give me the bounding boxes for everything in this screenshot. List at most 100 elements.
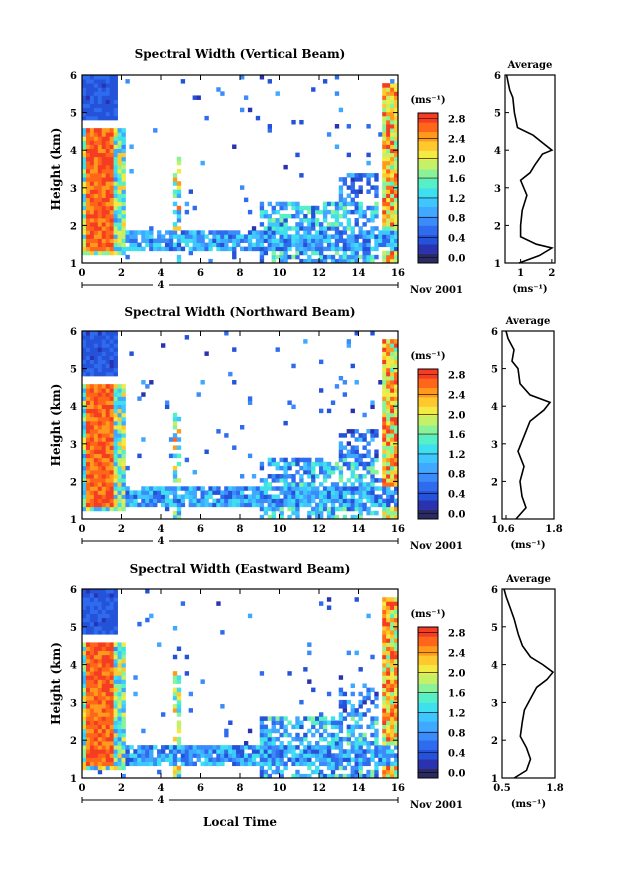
heatmap-cell [247,494,253,499]
heatmap-cell [311,716,316,721]
heatmap-cell [283,469,288,475]
heatmap-cell [109,613,114,619]
heatmap-cell [366,124,371,129]
heatmap-cell [192,745,197,750]
heatmap-cell [113,474,118,479]
heatmap-cell [101,408,107,414]
heatmap-cell [105,189,111,194]
heatmap-cell [97,745,103,750]
heatmap-cell [101,425,107,430]
heatmap-cell [358,189,363,194]
heatmap-cell [342,177,348,182]
heatmap-cell [311,687,316,693]
heatmap-cell [121,490,126,495]
heatmap-cell [93,115,99,121]
heatmap-cell [113,490,118,495]
heatmap-cell [113,437,118,442]
heatmap-cell [386,185,391,190]
heatmap-cell [149,757,154,762]
heatmap-cell [89,234,95,239]
heatmap-cell [89,695,95,701]
heatmap-cell [161,494,166,499]
heatmap-cell [117,209,122,215]
heatmap-cell [89,757,95,762]
heatmap-cell [113,218,118,223]
heatmap-cell [85,351,91,356]
heatmap-cell [279,205,284,211]
heatmap-cell [164,494,170,499]
heatmap-cell [291,502,296,508]
heatmap-cell [105,103,111,109]
heatmap-cell [85,589,91,594]
heatmap-cell [267,124,272,129]
heatmap-cell [93,99,99,105]
heatmap-cell [338,741,344,746]
heatmap-cell [394,687,399,693]
profile-unit: (ms⁻¹) [510,540,545,551]
heatmap-cell [366,461,371,467]
heatmap-cell [354,218,359,223]
heatmap-cell [259,222,265,227]
heatmap-cell [338,469,344,475]
heatmap-cell [208,749,213,754]
heatmap-cell [85,625,91,631]
heatmap-cell [113,605,118,610]
heatmap-cell [382,695,387,701]
heatmap-cell [382,486,387,491]
heatmap-cell [263,510,269,516]
heatmap-cell [141,498,146,504]
heatmap-cell [386,205,391,211]
heatmap-cell [342,502,348,508]
heatmap-cell [117,728,122,734]
heatmap-cell [188,749,193,754]
heatmap-cell [145,490,150,495]
heatmap-cell [105,193,111,199]
heatmap-cell [89,197,95,203]
heatmap-cell [176,213,182,219]
heatmap-cell [105,687,111,693]
heatmap-cell [275,498,280,504]
heatmap-cell [303,494,308,499]
heatmap-cell [243,498,249,504]
heatmap-cell [382,498,387,504]
heatmap-cell [287,254,292,260]
heatmap-cell [394,144,399,149]
heatmap-cell [164,246,170,252]
heatmap-cell [121,695,126,701]
heatmap-cell [334,761,340,767]
profile-y-tick-label: 5 [494,109,501,120]
heatmap-cell [390,465,395,471]
heatmap-cell [382,375,387,381]
heatmap-cell [101,156,107,162]
heatmap-cell [319,222,324,227]
heatmap-cell [303,716,308,721]
heatmap-cell [121,177,126,182]
heatmap-cell [374,695,379,701]
heatmap-cell [382,351,387,356]
heatmap-cell [121,662,126,668]
heatmap-cell [82,498,87,504]
heatmap-cell [109,367,114,373]
heatmap-cell [85,343,91,348]
colorbar-segment [418,406,438,417]
heatmap-cell [208,753,213,758]
heatmap-cell [394,359,399,365]
heatmap-cell [109,420,114,426]
heatmap-cell [117,498,122,504]
heatmap-cell [374,478,379,483]
heatmap-cell [117,433,122,438]
heatmap-cell [101,75,107,80]
heatmap-cell [334,144,340,149]
heatmap-cell [82,79,87,84]
heatmap-cell [243,494,249,499]
heatmap-cell [105,250,111,256]
heatmap-cell [295,234,300,239]
heatmap-cell [85,396,91,401]
heatmap-cell [105,75,111,80]
heatmap-cell [82,749,87,754]
heatmap-cell [82,128,87,133]
colorbar-frame [417,368,439,520]
heatmap-cell [358,753,363,758]
heatmap-cell [315,205,320,211]
heatmap-cell [204,351,209,356]
